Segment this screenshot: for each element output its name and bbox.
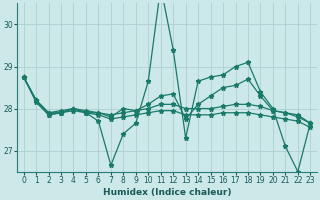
X-axis label: Humidex (Indice chaleur): Humidex (Indice chaleur) bbox=[103, 188, 231, 197]
